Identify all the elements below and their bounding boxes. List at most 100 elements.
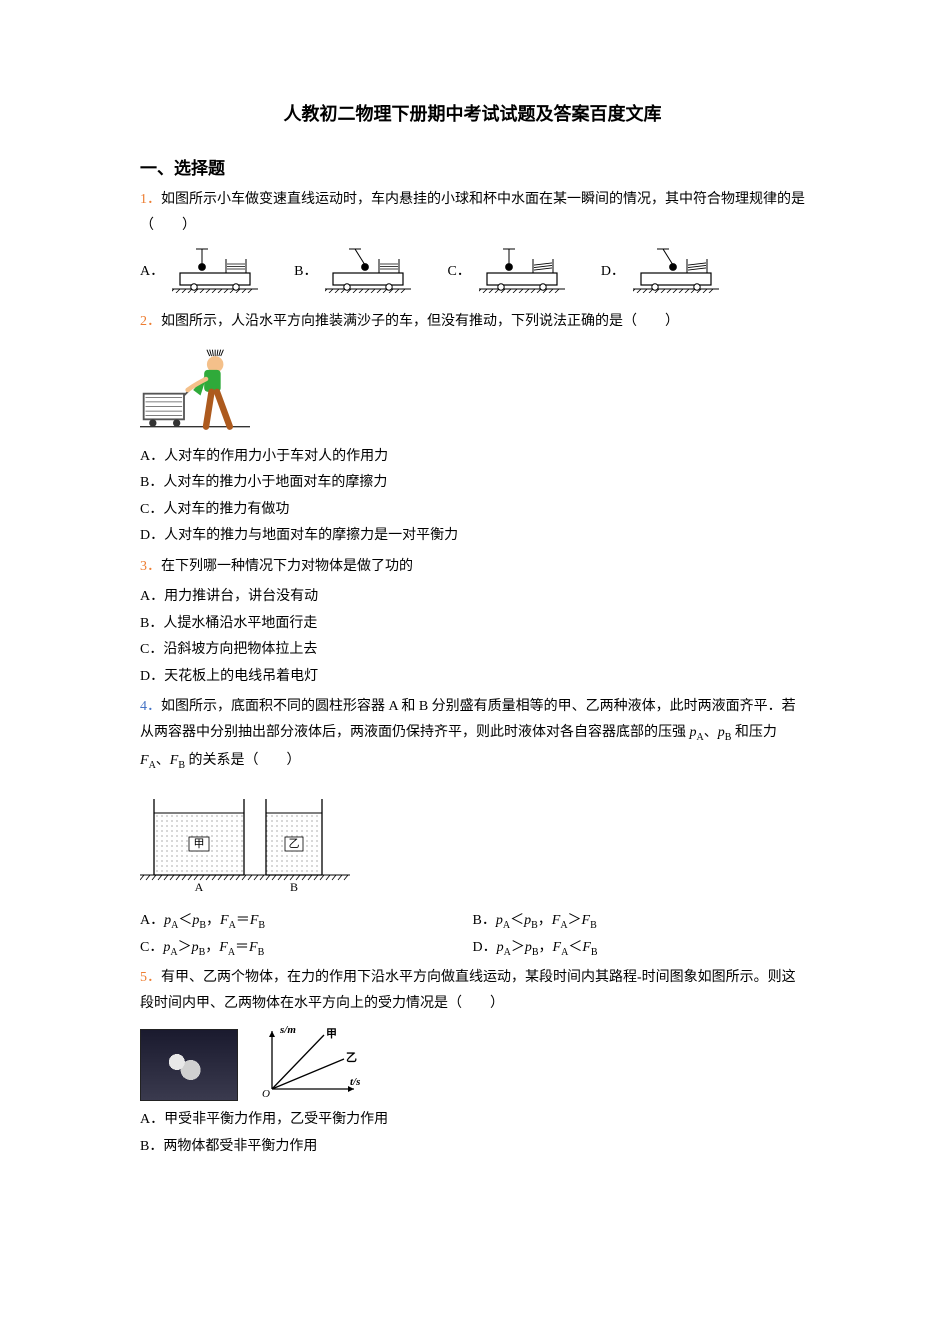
cart-diagram-c [479,247,565,293]
q2-opt-a: A．人对车的作用力小于车对人的作用力 [140,444,805,471]
q1-choice-c: C． [447,247,564,293]
question-1: 1．如图所示小车做变速直线运动时，车内悬挂的小球和杯中水面在某一瞬间的情况，其中… [140,187,805,239]
q3-number: 3． [140,559,161,574]
q4-text-2: 和压力 [731,725,777,740]
question-3: 3．在下列哪一种情况下力对物体是做了功的 [140,554,805,580]
page-title: 人教初二物理下册期中考试试题及答案百度文库 [140,100,805,126]
q2-opt-c: C．人对车的推力有做功 [140,497,805,524]
q4c-f1: F [219,940,228,955]
q4c-s4: B [258,946,265,957]
question-2: 2．如图所示，人沿水平方向推装满沙子的车，但没有推动，下列说法正确的是（ ） [140,309,805,335]
q2-text: 如图所示，人沿水平方向推装满沙子的车，但没有推动，下列说法正确的是（ ） [161,314,679,329]
q3-opt-a: A．用力推讲台，讲台没有动 [140,584,805,611]
q4a-op2: ＝ [236,913,250,928]
q4-FA-sub: A [149,759,156,770]
q4d-c: ， [539,940,553,955]
q4c-p2: p [192,940,199,955]
q4c-op2: ＝ [235,940,249,955]
q5-text: 有甲、乙两个物体，在力的作用下沿水平方向做直线运动，某段时间内其路程-时间图象如… [140,970,796,1011]
svg-text:乙: 乙 [346,1051,357,1064]
svg-text:乙: 乙 [289,837,300,850]
q1-choice-c-label: C． [447,260,470,280]
q2-opt-d: D．人对车的推力与地面对车的摩擦力是一对平衡力 [140,523,805,550]
q4b-s2: B [531,920,538,931]
s-t-graph: s/m t/s O 甲乙 [254,1025,364,1101]
section-heading: 一、选择题 [140,154,805,179]
q1-choice-d-label: D． [601,260,625,280]
q4a-lab: A． [140,913,164,928]
q1-text: 如图所示小车做变速直线运动时，车内悬挂的小球和杯中水面在某一瞬间的情况，其中符合… [140,192,805,233]
q4d-op1: ＞ [511,940,525,955]
q4b-lab: B． [473,913,496,928]
q4-pA-sub: A [697,732,704,743]
q3-opt-b: B．人提水桶沿水平地面行走 [140,611,805,638]
q4d-f2: F [582,940,591,955]
q4c-f2: F [249,940,258,955]
q4b-p1: p [496,913,503,928]
q4c-op1: ＞ [178,940,192,955]
q2-number: 2． [140,314,161,329]
q4b-s3: A [560,920,567,931]
q5-figures: s/m t/s O 甲乙 [140,1025,805,1101]
q4b-s4: B [590,920,597,931]
q4-number: 4． [140,699,161,714]
svg-text:s/m: s/m [279,1025,296,1036]
moon-photo [140,1029,238,1101]
q4c-s3: A [228,946,235,957]
q1-choice-a: A． [140,247,258,293]
q5-number: 5． [140,970,161,985]
svg-text:甲: 甲 [326,1027,337,1040]
q4-sep2: 、 [156,753,170,768]
q4-opt-b: B．pA＜pB，FA＞FB [473,908,806,935]
q3-text: 在下列哪一种情况下力对物体是做了功的 [161,559,413,574]
q4b-s1: A [503,920,510,931]
q3-opt-d: D．天花板上的电线吊着电灯 [140,664,805,691]
q4-sep1: 、 [704,725,718,740]
question-5: 5．有甲、乙两个物体，在力的作用下沿水平方向做直线运动，某段时间内其路程-时间图… [140,965,805,1017]
svg-text:t/s: t/s [350,1076,360,1088]
push-cart-figure [140,347,250,433]
svg-text:甲: 甲 [194,838,205,850]
q4-opt-c: C．pA＞pB，FA＝FB [140,935,473,962]
q4d-op2: ＜ [568,940,582,955]
q4d-s2: B [532,946,539,957]
q1-choice-a-label: A． [140,260,164,280]
q4b-c: ， [538,913,552,928]
q2-opt-b: B．人对车的推力小于地面对车的摩擦力 [140,470,805,497]
q4b-f2: F [582,913,591,928]
q1-choices: A． B． C． D． [140,247,805,293]
svg-text:B: B [290,880,298,894]
q4d-p2: p [525,940,532,955]
q1-number: 1． [140,192,161,207]
q4d-f1: F [553,940,562,955]
q4d-p1: p [497,940,504,955]
q4a-s4: B [258,920,265,931]
q4d-s4: B [591,946,598,957]
cart-diagram-d [633,247,719,293]
q4-pA-p: p [690,725,697,740]
q4-options-row2: C．pA＞pB，FA＝FB D．pA＞pB，FA＜FB [140,935,805,962]
q5-opt-a: A．甲受非平衡力作用，乙受平衡力作用 [140,1107,805,1134]
svg-text:O: O [262,1088,270,1100]
cylinders-figure: 甲 A 乙 B [140,789,350,899]
q4a-c: ， [206,913,220,928]
q4a-s3: A [229,920,236,931]
q1-choice-b-label: B． [294,260,317,280]
svg-text:A: A [195,880,204,894]
cart-diagram-b [325,247,411,293]
q4-text-3: 的关系是（ ） [185,753,301,768]
q4c-c: ， [205,940,219,955]
q5-opt-b: B．两物体都受非平衡力作用 [140,1134,805,1161]
q4c-lab: C． [140,940,163,955]
q4b-op1: ＜ [510,913,524,928]
q1-choice-b: B． [294,247,411,293]
q3-opt-c: C．沿斜坡方向把物体拉上去 [140,637,805,664]
q4b-op2: ＞ [568,913,582,928]
q4d-lab: D． [473,940,497,955]
cart-diagram-a [172,247,258,293]
q4a-f1: F [220,913,229,928]
q4c-s1: A [170,946,177,957]
q4-FA-F: F [140,753,149,768]
q4a-op1: ＜ [178,913,192,928]
q1-choice-d: D． [601,247,719,293]
